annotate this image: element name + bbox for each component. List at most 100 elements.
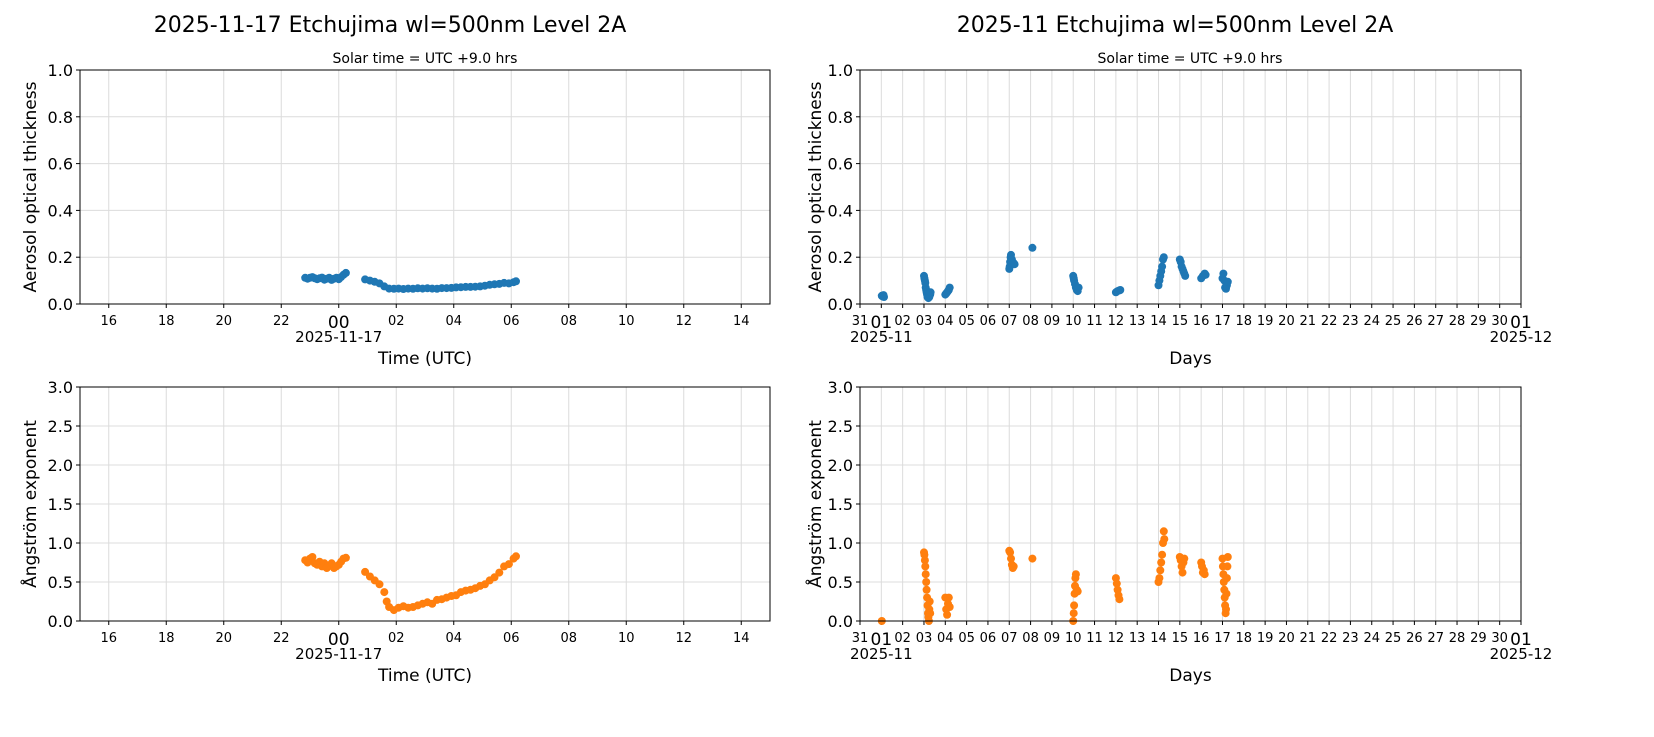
x-tick-label: 29: [1470, 314, 1487, 329]
x-tick-label: 24: [1363, 314, 1380, 329]
axes-frame: [859, 386, 1522, 622]
monthly-angstrom-panel: 0.00.51.01.52.02.53.031 01 02 03 04 05 06 07 08 0…: [804, 378, 1552, 686]
data-point: [922, 585, 931, 594]
x-tick-label: 12: [1108, 631, 1125, 646]
x-tick-label: 21: [1300, 631, 1317, 646]
data-point: [308, 553, 317, 561]
y-tick-label: 1.5: [828, 495, 853, 514]
data-point: [1178, 568, 1187, 577]
y-tick-label: 2.5: [828, 417, 853, 436]
x-tick-label: 01: [1510, 313, 1532, 333]
data-point: [945, 283, 954, 292]
data-point: [1009, 562, 1018, 571]
data-point: [1160, 535, 1169, 544]
x-tick-label: 27: [1427, 314, 1444, 329]
x-tick-label: 10: [618, 631, 635, 646]
data-point: [925, 597, 934, 606]
data-point: [1201, 270, 1210, 279]
x-axis-label: Time (UTC): [377, 349, 472, 369]
x-tick-label: 10: [1065, 631, 1082, 646]
x-tick-label: 31: [852, 631, 869, 646]
data-point: [1069, 609, 1078, 618]
data-point: [921, 562, 930, 571]
x-tick-label: 14: [733, 631, 750, 646]
x-tick-label: 17: [1214, 314, 1231, 329]
x-tick-label: 18: [1236, 314, 1253, 329]
x-tick-label: 16: [100, 631, 117, 646]
x-tick-label: 15: [1172, 314, 1189, 329]
x-tick-label: 20: [1278, 314, 1295, 329]
y-tick-label: 0.5: [48, 573, 73, 592]
y-tick-label: 0.0: [828, 295, 853, 314]
data-point: [1073, 587, 1082, 596]
x-tick-label: 11: [1086, 314, 1103, 329]
x-tick-label: 26: [1406, 314, 1423, 329]
data-point: [1006, 548, 1015, 557]
monthly-aot-points: [877, 243, 1232, 303]
x-tick-label: 06: [503, 631, 520, 646]
data-point: [1156, 566, 1165, 575]
x-tick-label: 19: [1257, 631, 1274, 646]
data-point: [1028, 554, 1037, 563]
data-point: [1115, 595, 1124, 604]
data-point: [926, 288, 935, 297]
data-point: [1071, 570, 1080, 579]
data-point: [1157, 558, 1166, 567]
y-axis-label: Ångström exponent: [804, 420, 826, 588]
y-tick-label: 1.5: [48, 495, 73, 514]
x-tick-label: 28: [1449, 314, 1466, 329]
x-tick-label: 01: [1510, 630, 1532, 650]
x-tick-label: 05: [958, 314, 975, 329]
y-tick-label: 0.0: [48, 612, 73, 631]
x-tick-label: 29: [1470, 631, 1487, 646]
y-axis-label: Aerosol optical thickness: [21, 81, 41, 292]
x-date-label-start: 2025-11: [850, 328, 913, 346]
daily-angstrom-panel: 0.0 0.5 1.0 1.5 2.0 2.5 3.0 16 18 20 22 00 02 04 06 08 1…: [19, 378, 771, 686]
data-point: [880, 293, 888, 301]
x-tick-label: 09: [1044, 631, 1061, 646]
x-tick-label: 18: [158, 631, 175, 646]
x-tick-label: 16: [1193, 314, 1210, 329]
x-tick-label: 02: [894, 314, 911, 329]
x-date-label-end: 2025-12: [1490, 328, 1553, 346]
data-point: [1223, 553, 1232, 561]
x-date-label-end: 2025-12: [1490, 645, 1553, 663]
monthly-aot-panel: 0.00.20.40.60.81.031 01 02 03 04 05 06 07 08 09 10…: [806, 61, 1552, 369]
x-tick-label: 05: [958, 631, 975, 646]
x-tick-label: 30: [1491, 631, 1508, 646]
data-point: [1028, 243, 1037, 252]
x-tick-label: 06: [980, 314, 997, 329]
x-tick-label: 10: [1065, 314, 1082, 329]
x-tick-label: 26: [1406, 631, 1423, 646]
x-tick-label: 13: [1129, 314, 1146, 329]
right-subtitle: Solar time = UTC +9.0 hrs: [1098, 51, 1283, 67]
x-tick-label: 22: [1321, 314, 1338, 329]
y-tick-label: 1.0: [48, 534, 73, 553]
x-tick-label: 25: [1385, 631, 1402, 646]
data-point: [380, 588, 389, 597]
daily-angstrom-points: [301, 552, 520, 615]
y-tick-label: 1.0: [48, 61, 73, 80]
y-tick-label: 0.6: [828, 155, 853, 174]
data-point: [375, 580, 384, 589]
data-point: [920, 556, 929, 565]
data-point: [1159, 527, 1168, 536]
data-point: [1007, 554, 1015, 563]
data-point: [1223, 562, 1232, 571]
x-tick-label: 06: [980, 631, 997, 646]
data-point: [1070, 601, 1079, 610]
x-tick-label: 25: [1385, 314, 1402, 329]
x-date-label: 2025-11-17: [295, 645, 382, 663]
daily-aot-panel: 0.0 0.2 0.4 0.6 0.8 1.0 16 18 20 22 00 02 04 06 08 10 12…: [21, 61, 771, 369]
y-axis-label: Aerosol optical thickness: [806, 81, 826, 292]
x-axis-label: Time (UTC): [377, 666, 472, 686]
x-tick-label: 17: [1214, 631, 1231, 646]
x-tick-label: 20: [215, 631, 232, 646]
left-figure-title: 2025-11-17 Etchujima wl=500nm Level 2A: [154, 13, 627, 38]
x-tick-label: 27: [1427, 631, 1444, 646]
data-point: [1200, 570, 1209, 579]
axes-frame: [859, 69, 1522, 305]
x-tick-label: 03: [916, 631, 933, 646]
x-tick-label: 07: [1001, 631, 1018, 646]
x-axis-label: Days: [1169, 349, 1212, 369]
